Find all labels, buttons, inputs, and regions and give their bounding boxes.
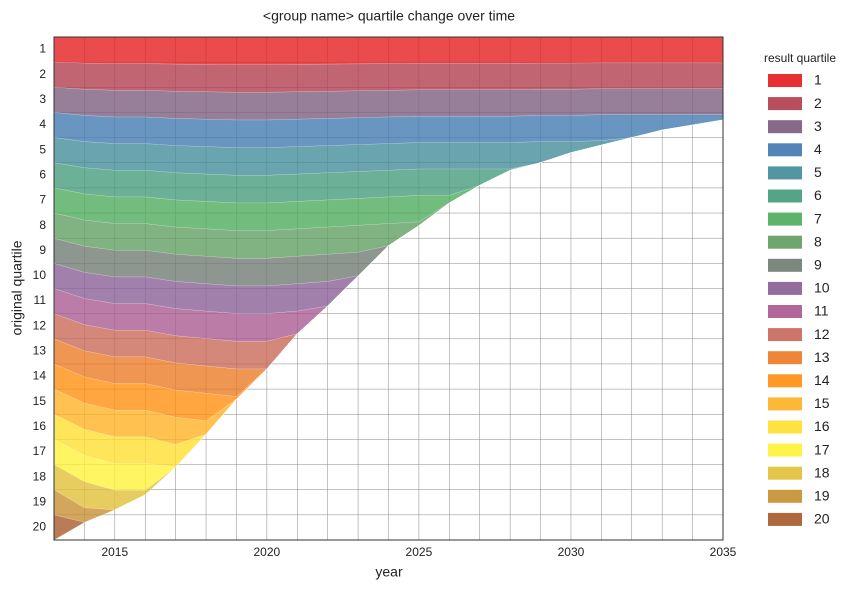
legend-swatch bbox=[768, 328, 802, 342]
legend-label: 14 bbox=[814, 372, 830, 388]
legend-swatch bbox=[768, 512, 802, 526]
legend-swatch bbox=[768, 212, 802, 226]
y-tick-label: 3 bbox=[39, 92, 46, 106]
legend-swatch bbox=[768, 97, 802, 111]
y-tick-label: 18 bbox=[33, 469, 47, 483]
y-tick-label: 7 bbox=[39, 193, 46, 207]
x-tick-label: 2025 bbox=[406, 545, 433, 559]
y-tick-label: 20 bbox=[33, 520, 47, 534]
legend-swatch bbox=[768, 120, 802, 134]
y-tick-label: 17 bbox=[33, 444, 47, 458]
legend-swatch bbox=[768, 489, 802, 503]
area bbox=[53, 61, 724, 93]
legend-label: 11 bbox=[814, 303, 829, 319]
x-axis-label: year bbox=[375, 564, 403, 580]
x-tick-label: 2035 bbox=[710, 545, 737, 559]
legend-label: 13 bbox=[814, 349, 830, 365]
chart-title: <group name> quartile change over time bbox=[263, 8, 515, 24]
y-tick-label: 9 bbox=[39, 243, 46, 257]
y-tick-label: 12 bbox=[33, 318, 47, 332]
legend-swatch bbox=[768, 374, 802, 388]
legend-label: 8 bbox=[814, 233, 822, 249]
legend-label: 3 bbox=[814, 118, 822, 134]
y-tick-label: 6 bbox=[39, 167, 46, 181]
legend-swatch bbox=[768, 443, 802, 457]
legend-label: 10 bbox=[814, 280, 830, 296]
x-tick-label: 2015 bbox=[101, 545, 128, 559]
y-tick-label: 10 bbox=[33, 268, 47, 282]
y-tick-label: 2 bbox=[39, 67, 46, 81]
y-tick-label: 14 bbox=[33, 369, 47, 383]
legend-label: 20 bbox=[814, 511, 830, 527]
legend-label: 16 bbox=[814, 418, 830, 434]
legend-swatch bbox=[768, 166, 802, 180]
y-tick-label: 16 bbox=[33, 419, 47, 433]
legend-label: 19 bbox=[814, 488, 830, 504]
legend-swatch bbox=[768, 351, 802, 365]
legend-label: 5 bbox=[814, 164, 822, 180]
legend-label: 1 bbox=[814, 72, 822, 88]
y-tick-label: 19 bbox=[33, 494, 47, 508]
y-tick-label: 1 bbox=[39, 42, 46, 56]
legend-swatch bbox=[768, 305, 802, 318]
area bbox=[53, 112, 724, 148]
legend-label: 12 bbox=[814, 326, 830, 342]
legend-swatch bbox=[768, 235, 802, 249]
legend-swatch bbox=[768, 258, 802, 272]
legend-label: 17 bbox=[814, 441, 830, 457]
y-tick-label: 4 bbox=[39, 117, 46, 131]
legend-label: 7 bbox=[814, 210, 822, 226]
legend-label: 2 bbox=[814, 95, 822, 111]
legend-swatch bbox=[768, 466, 802, 480]
legend-label: 4 bbox=[814, 141, 822, 157]
area bbox=[53, 119, 724, 541]
legend-swatch bbox=[768, 281, 802, 295]
x-tick-label: 2030 bbox=[558, 545, 585, 559]
plot-frame bbox=[53, 36, 724, 541]
y-tick-label: 8 bbox=[39, 218, 46, 232]
y-tick-label: 11 bbox=[34, 293, 47, 307]
legend-label: 15 bbox=[814, 395, 830, 411]
legend-label: 18 bbox=[814, 464, 830, 480]
x-tick-label: 2020 bbox=[254, 545, 281, 559]
y-tick-label: 5 bbox=[39, 142, 46, 156]
legend-swatch bbox=[768, 143, 802, 157]
y-axis-label: original quartile bbox=[9, 240, 25, 335]
legend-swatch bbox=[768, 397, 802, 411]
y-tick-label: 15 bbox=[33, 394, 47, 408]
legend-label: 9 bbox=[814, 257, 822, 273]
area bbox=[53, 36, 724, 65]
y-tick-label: 13 bbox=[33, 344, 47, 358]
legend-swatch bbox=[768, 189, 802, 203]
legend-swatch bbox=[768, 74, 802, 87]
legend-swatch bbox=[768, 420, 802, 434]
legend-label: 6 bbox=[814, 187, 822, 203]
legend-title: result quartile bbox=[764, 51, 836, 65]
